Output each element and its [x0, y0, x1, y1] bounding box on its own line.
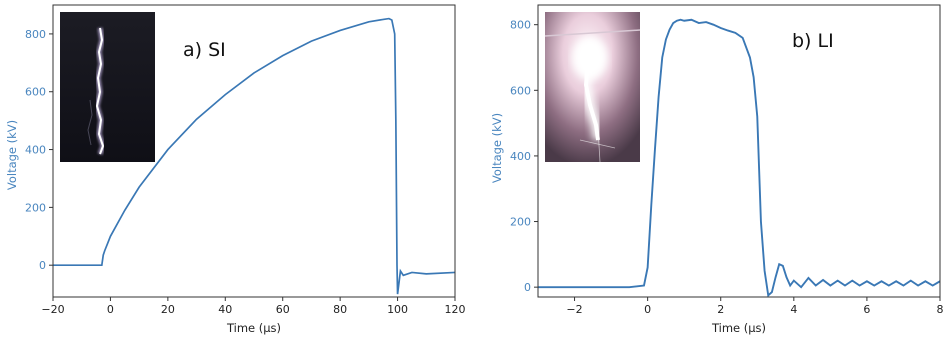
y-tick-label: 400: [25, 144, 46, 157]
x-tick-label: 80: [333, 303, 347, 316]
si-y-ticks: 0 200 400 600 800: [25, 28, 53, 272]
y-tick-label: 400: [510, 150, 531, 163]
x-tick-label: 0: [107, 303, 114, 316]
li-y-axis-label: Voltage (kV): [490, 113, 504, 183]
x-tick-label: 6: [863, 303, 870, 316]
y-tick-label: 0: [39, 259, 46, 272]
li-inset-photo: [544, 12, 641, 163]
x-tick-label: 40: [218, 303, 232, 316]
li-axes-frame: [537, 4, 941, 298]
li-panel-title: b) LI: [792, 30, 834, 52]
x-tick-label: 2: [717, 303, 724, 316]
y-tick-label: 600: [510, 84, 531, 97]
si-inset-photo: [60, 12, 155, 162]
x-tick-label: 120: [445, 303, 466, 316]
y-tick-label: 0: [524, 281, 531, 294]
si-axes-box: [52, 4, 456, 298]
x-tick-label: 8: [937, 303, 944, 316]
x-tick-label: −20: [41, 303, 64, 316]
y-tick-label: 200: [25, 201, 46, 214]
li-voltage-line: [538, 18, 941, 298]
y-tick-label: 800: [510, 19, 531, 32]
si-voltage-line: [53, 17, 456, 295]
y-tick-label: 800: [25, 28, 46, 41]
li-x-ticks: −2 0 2 4 6 8: [566, 297, 944, 316]
si-axes-frame: [52, 4, 456, 298]
x-tick-label: 0: [644, 303, 651, 316]
si-x-axis-label: Time (μs): [226, 321, 281, 335]
li-axes-box: [537, 4, 941, 298]
x-tick-label: 100: [387, 303, 408, 316]
si-x-ticks: −20 0 20 40 60 80 100 120: [41, 297, 466, 316]
x-tick-label: −2: [566, 303, 582, 316]
li-x-axis-label: Time (μs): [711, 321, 766, 335]
si-panel-title: a) SI: [183, 39, 226, 61]
panel-li: −2 0 2 4 6 8 0 200 400 600 800 b) LI Time (μs) Vo…: [490, 4, 944, 335]
si-y-axis-label: Voltage (kV): [5, 120, 19, 190]
x-tick-label: 60: [276, 303, 290, 316]
y-tick-label: 600: [25, 86, 46, 99]
li-y-ticks: 0 200 400 600 800: [510, 19, 538, 294]
x-tick-label: 20: [161, 303, 175, 316]
y-tick-label: 200: [510, 216, 531, 229]
panel-si: −20 0 20 40 60 80 100 120 0 200 400 600 800 a) SI T…: [5, 4, 466, 335]
x-tick-label: 4: [790, 303, 797, 316]
